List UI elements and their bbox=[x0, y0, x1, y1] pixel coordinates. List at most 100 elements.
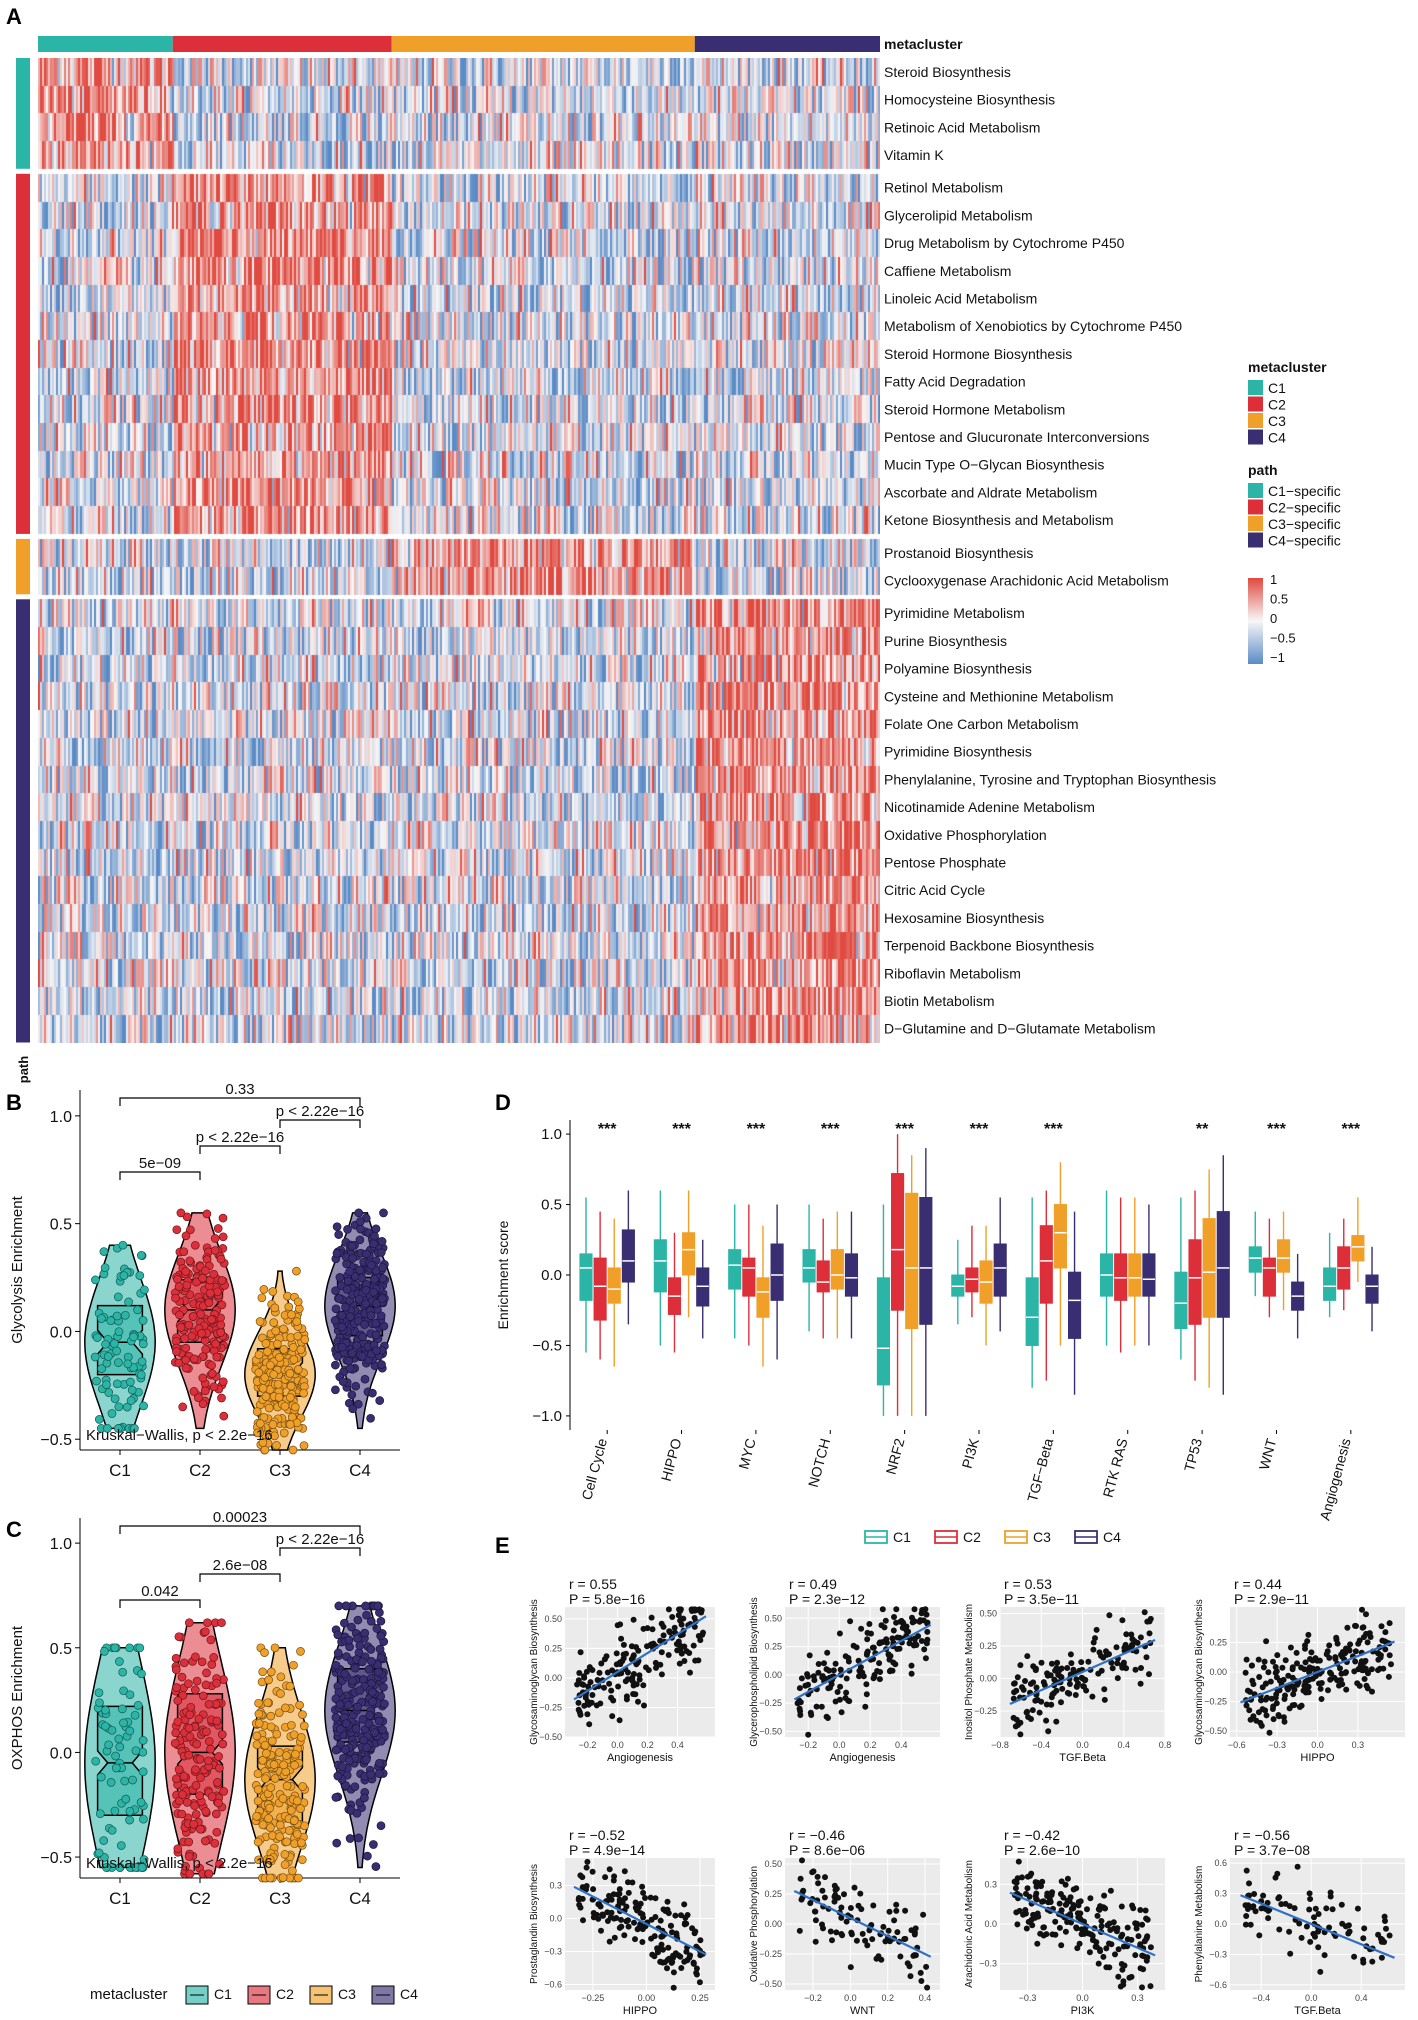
scatter-point bbox=[696, 1606, 703, 1613]
box-c3 bbox=[1128, 1253, 1142, 1297]
scatter-point bbox=[1058, 1665, 1065, 1672]
scatter-point bbox=[1282, 1657, 1289, 1664]
scatter-point bbox=[1045, 1728, 1052, 1735]
y-tick-label: 0.25 bbox=[764, 1642, 782, 1652]
data-point bbox=[139, 1814, 148, 1824]
scatter-point bbox=[648, 1916, 655, 1923]
data-point bbox=[340, 1669, 350, 1679]
scatter-point bbox=[1270, 1716, 1277, 1723]
data-point bbox=[269, 1370, 279, 1379]
data-point bbox=[278, 1794, 288, 1803]
scatter-point bbox=[834, 1689, 841, 1695]
data-point bbox=[351, 1724, 361, 1733]
data-point bbox=[369, 1239, 379, 1249]
box-c1 bbox=[579, 1253, 593, 1301]
scatter-point bbox=[1067, 1911, 1074, 1918]
legend-metacluster-swatch bbox=[1248, 413, 1263, 428]
comparison-bracket bbox=[279, 1119, 361, 1128]
scatter-point bbox=[1119, 1662, 1125, 1669]
scatter-point bbox=[1337, 1665, 1343, 1672]
data-point bbox=[90, 1352, 100, 1362]
data-point bbox=[213, 1778, 222, 1787]
scatter-point bbox=[1315, 1944, 1322, 1951]
data-point bbox=[376, 1311, 386, 1321]
data-point bbox=[181, 1267, 191, 1276]
scatter-point bbox=[613, 1915, 620, 1921]
kruskal-wallis-label: Kruskal−Wallis, p < 2.2e−16 bbox=[86, 1855, 273, 1872]
data-point bbox=[354, 1833, 363, 1843]
data-point bbox=[290, 1760, 299, 1770]
significance-stars: *** bbox=[970, 1121, 989, 1138]
data-point bbox=[94, 1688, 104, 1698]
data-point bbox=[265, 1360, 275, 1370]
scatter-point bbox=[1249, 1904, 1256, 1911]
data-point bbox=[268, 1420, 278, 1429]
scatter-point bbox=[1012, 1723, 1019, 1730]
data-point bbox=[278, 1873, 288, 1882]
data-point bbox=[189, 1354, 199, 1364]
data-point bbox=[94, 1848, 104, 1858]
scatter-point bbox=[1258, 1722, 1265, 1729]
data-point bbox=[264, 1403, 274, 1413]
scatter-point bbox=[1385, 1673, 1392, 1680]
data-point bbox=[197, 1657, 207, 1667]
data-point bbox=[215, 1859, 224, 1869]
data-point bbox=[344, 1635, 354, 1645]
significance-stars: *** bbox=[1044, 1121, 1063, 1138]
scatter-point bbox=[1114, 1925, 1121, 1932]
data-point bbox=[269, 1760, 279, 1769]
scatter-point bbox=[799, 1857, 805, 1864]
scatter-point bbox=[1033, 1895, 1040, 1902]
scatter-point bbox=[901, 1936, 908, 1942]
data-point bbox=[340, 1618, 349, 1628]
scatter-point bbox=[583, 1864, 590, 1871]
data-point bbox=[218, 1232, 228, 1242]
heatmap-row-label: Retinol Metabolism bbox=[884, 180, 1003, 196]
data-point bbox=[370, 1274, 379, 1284]
data-point bbox=[214, 1752, 223, 1761]
scatter-point bbox=[1141, 1609, 1148, 1616]
heatmap-row-label: Polyamine Biosynthesis bbox=[884, 661, 1032, 677]
data-point bbox=[370, 1728, 379, 1738]
x-tick-label: 0.0 bbox=[1305, 1993, 1318, 2003]
heatmap-row-label: Steroid Hormone Biosynthesis bbox=[884, 346, 1072, 362]
data-point bbox=[204, 1869, 214, 1879]
data-point bbox=[288, 1445, 298, 1455]
data-point bbox=[179, 1658, 189, 1668]
data-point bbox=[190, 1801, 199, 1811]
data-point bbox=[361, 1601, 370, 1611]
scatter-point bbox=[887, 1667, 894, 1674]
scatter-point bbox=[1114, 1675, 1121, 1682]
data-point bbox=[217, 1730, 227, 1739]
y-tick-label: 0.25 bbox=[764, 1889, 782, 1899]
scatter-point bbox=[1041, 1924, 1047, 1931]
heatmap-row-label: D−Glutamine and D−Glutamate Metabolism bbox=[884, 1021, 1156, 1037]
scatter-point bbox=[1256, 1674, 1263, 1680]
data-point bbox=[274, 1708, 284, 1718]
scatter-point bbox=[848, 1929, 855, 1936]
scatter-point bbox=[1089, 1693, 1096, 1700]
data-point bbox=[100, 1647, 109, 1656]
scatter-point bbox=[890, 1627, 897, 1634]
data-point bbox=[104, 1740, 113, 1750]
legend-path-swatch bbox=[1248, 532, 1263, 548]
data-point bbox=[289, 1730, 299, 1740]
scatter-point bbox=[1354, 1680, 1361, 1687]
scatter-point bbox=[1298, 1934, 1305, 1941]
data-point bbox=[257, 1293, 267, 1303]
box-c1 bbox=[1025, 1277, 1039, 1346]
scatter-point bbox=[1327, 1669, 1333, 1676]
scatter-point bbox=[1090, 1639, 1097, 1646]
data-point bbox=[198, 1399, 208, 1409]
scatter-point bbox=[1098, 1667, 1105, 1674]
data-point bbox=[273, 1379, 283, 1389]
scatter-point bbox=[677, 1617, 684, 1624]
data-point bbox=[191, 1781, 201, 1790]
scatter-point bbox=[1075, 1902, 1082, 1909]
scatter-point bbox=[678, 1912, 684, 1919]
data-point bbox=[358, 1332, 367, 1342]
scatter-point bbox=[1128, 1973, 1135, 1980]
scatter-point bbox=[1317, 1685, 1324, 1692]
scatter-point bbox=[885, 1927, 892, 1934]
y-axis-label: Arachidonic Acid Metabolism bbox=[964, 1860, 975, 1988]
